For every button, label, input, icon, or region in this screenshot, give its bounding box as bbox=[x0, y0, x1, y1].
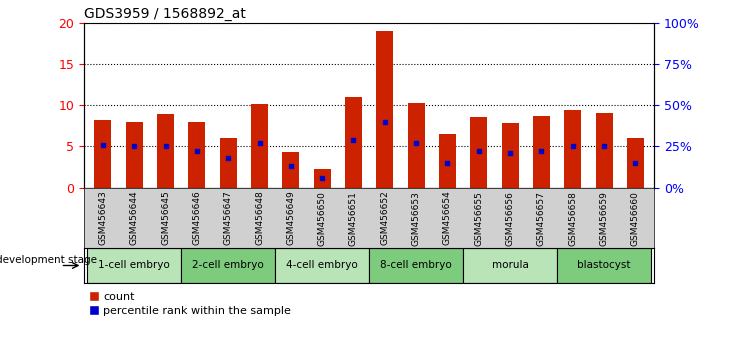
Bar bbox=[282, 152, 300, 188]
FancyBboxPatch shape bbox=[181, 248, 275, 283]
Bar bbox=[126, 122, 143, 188]
Text: GSM456659: GSM456659 bbox=[599, 190, 609, 246]
Text: GSM456649: GSM456649 bbox=[287, 190, 295, 245]
Text: GSM456651: GSM456651 bbox=[349, 190, 358, 246]
Text: development stage: development stage bbox=[0, 255, 96, 265]
Text: GSM456645: GSM456645 bbox=[161, 190, 170, 245]
FancyBboxPatch shape bbox=[463, 248, 557, 283]
Text: GSM456652: GSM456652 bbox=[380, 190, 390, 245]
Bar bbox=[627, 138, 644, 188]
Text: morula: morula bbox=[492, 261, 529, 270]
Bar bbox=[564, 110, 581, 188]
Text: GSM456643: GSM456643 bbox=[99, 190, 107, 245]
FancyBboxPatch shape bbox=[87, 248, 181, 283]
Legend: count, percentile rank within the sample: count, percentile rank within the sample bbox=[90, 292, 291, 316]
Text: 4-cell embryo: 4-cell embryo bbox=[287, 261, 358, 270]
Bar bbox=[157, 114, 174, 188]
Bar bbox=[314, 169, 330, 188]
Text: 8-cell embryo: 8-cell embryo bbox=[380, 261, 452, 270]
Text: 1-cell embryo: 1-cell embryo bbox=[98, 261, 170, 270]
Bar bbox=[533, 116, 550, 188]
Text: GSM456655: GSM456655 bbox=[474, 190, 483, 246]
Text: GSM456644: GSM456644 bbox=[129, 190, 139, 245]
FancyBboxPatch shape bbox=[275, 248, 369, 283]
Text: GSM456657: GSM456657 bbox=[537, 190, 546, 246]
FancyBboxPatch shape bbox=[557, 248, 651, 283]
Text: GSM456654: GSM456654 bbox=[443, 190, 452, 245]
Bar bbox=[189, 122, 205, 188]
FancyBboxPatch shape bbox=[369, 248, 463, 283]
Bar bbox=[596, 113, 613, 188]
Bar bbox=[251, 104, 268, 188]
Bar bbox=[345, 97, 362, 188]
Text: GSM456646: GSM456646 bbox=[192, 190, 201, 245]
Text: GSM456647: GSM456647 bbox=[224, 190, 232, 245]
Bar bbox=[376, 31, 393, 188]
Bar bbox=[94, 120, 111, 188]
Text: 2-cell embryo: 2-cell embryo bbox=[192, 261, 264, 270]
Text: GSM456650: GSM456650 bbox=[318, 190, 327, 246]
Text: GDS3959 / 1568892_at: GDS3959 / 1568892_at bbox=[84, 7, 246, 21]
Bar bbox=[439, 134, 456, 188]
Text: GSM456660: GSM456660 bbox=[631, 190, 640, 246]
Text: blastocyst: blastocyst bbox=[577, 261, 631, 270]
Text: GSM456658: GSM456658 bbox=[568, 190, 577, 246]
Bar bbox=[501, 122, 519, 188]
Text: GSM456656: GSM456656 bbox=[506, 190, 515, 246]
Bar bbox=[219, 138, 237, 188]
Text: GSM456653: GSM456653 bbox=[412, 190, 420, 246]
Text: GSM456648: GSM456648 bbox=[255, 190, 264, 245]
Bar bbox=[470, 117, 488, 188]
Bar bbox=[408, 103, 425, 188]
